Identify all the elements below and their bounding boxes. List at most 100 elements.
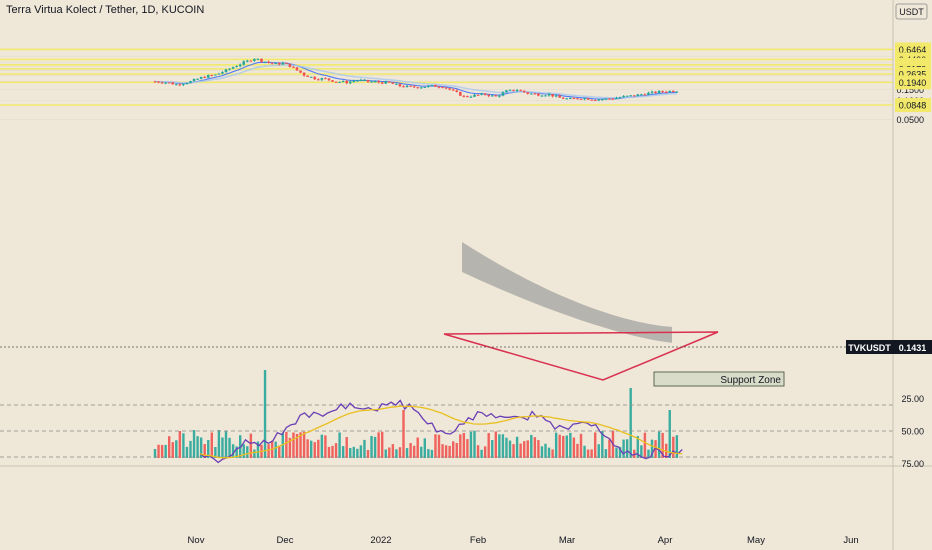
volume-bar	[420, 446, 423, 458]
candle-body	[601, 99, 604, 101]
volume-bar	[430, 449, 434, 458]
candle-body	[412, 86, 416, 88]
volume-bar	[334, 443, 338, 458]
volume-bar	[604, 449, 608, 458]
candle-body	[675, 91, 679, 93]
volume-bar	[576, 443, 579, 458]
candle-body	[384, 81, 388, 84]
volume-bar	[487, 433, 490, 458]
volume-bar	[199, 437, 203, 458]
candle-body	[302, 72, 306, 76]
volume-bar	[501, 434, 505, 458]
support-zone-label: Support Zone	[720, 375, 781, 386]
candle-body	[647, 92, 650, 95]
volume-bar	[242, 444, 245, 458]
candle-body	[370, 81, 373, 83]
volume-bar	[466, 439, 469, 458]
candle-body	[427, 85, 430, 87]
candle-body	[558, 95, 561, 98]
volume-bar	[203, 444, 206, 458]
volume-bar	[554, 432, 558, 458]
candle-body	[505, 90, 508, 93]
candle-body	[263, 61, 267, 63]
candle-body	[593, 100, 597, 102]
candle-body	[235, 66, 238, 68]
volume-bar	[345, 437, 348, 458]
volume-bar	[565, 435, 568, 458]
volume-bar	[231, 444, 235, 458]
candle-body	[189, 81, 192, 84]
time-tick-label: Jun	[843, 535, 858, 546]
candle-body	[338, 81, 341, 83]
volume-bar	[171, 442, 174, 458]
chart-title: Terra Virtua Kolect / Tether, 1D, KUCOIN	[6, 4, 204, 16]
candle-body	[391, 82, 395, 84]
volume-bar	[320, 434, 324, 458]
volume-bar	[597, 444, 600, 458]
volume-bar	[192, 430, 196, 458]
volume-bar	[512, 444, 515, 458]
level-tag-label: 0.6464	[899, 45, 927, 55]
volume-bar	[395, 449, 398, 458]
candle-body	[640, 94, 643, 96]
volume-bar	[647, 449, 650, 458]
volume-bar	[526, 440, 529, 458]
volume-bar	[530, 434, 533, 458]
candle-body	[377, 81, 380, 83]
volume-bar	[285, 431, 288, 458]
currency-badge[interactable]	[895, 3, 928, 20]
volume-bar	[636, 436, 639, 458]
support-zone-box	[653, 371, 785, 387]
candle-body	[405, 85, 409, 88]
volume-bar	[267, 444, 270, 458]
volume-bar	[175, 440, 178, 458]
candle-body	[256, 58, 260, 60]
candle-body	[483, 93, 487, 95]
volume-bar	[558, 434, 561, 458]
candle-body	[185, 83, 189, 85]
volume-bar	[547, 447, 551, 458]
volume-bar	[221, 437, 224, 458]
level-tag	[895, 98, 931, 113]
candle-body	[498, 95, 501, 97]
candle-body	[175, 84, 178, 86]
candle-body	[597, 99, 601, 101]
volume-bar	[164, 444, 167, 458]
candle-body	[281, 62, 285, 65]
volume-bar	[551, 449, 554, 458]
volume-bar	[384, 449, 387, 458]
time-tick-label: Mar	[559, 535, 575, 546]
volume-bar	[341, 446, 345, 458]
candle-body	[356, 80, 359, 82]
candle-body	[277, 63, 281, 65]
volume-bar	[459, 434, 462, 458]
candle-body	[395, 83, 398, 85]
candle-body	[228, 68, 231, 70]
volume-bar	[562, 435, 565, 458]
volume-bar	[625, 439, 629, 458]
volume-bar	[313, 442, 316, 458]
volume-bar	[505, 437, 508, 458]
candle-body	[437, 86, 441, 88]
candle-body	[522, 90, 526, 93]
candle-body	[661, 90, 664, 92]
candle-body	[203, 77, 206, 79]
price-tick-label: 0.0500	[896, 115, 924, 125]
rsi-pane	[0, 399, 893, 464]
candle-body	[231, 67, 235, 69]
candle-body	[348, 81, 352, 84]
candle-body	[430, 85, 434, 87]
price-tick-label: 0.1500	[896, 85, 924, 95]
candle-body	[622, 95, 625, 98]
candle-body	[572, 98, 576, 100]
volume-bar	[239, 435, 242, 458]
volume-bar	[437, 434, 441, 458]
volume-bar	[640, 445, 643, 458]
candle-body	[565, 98, 569, 100]
rsi-ma-line	[199, 405, 683, 459]
volume-bar	[622, 439, 625, 458]
candle-body	[274, 63, 277, 65]
candle-body	[579, 98, 583, 100]
volume-bar	[533, 437, 537, 458]
candle-body	[380, 82, 384, 84]
